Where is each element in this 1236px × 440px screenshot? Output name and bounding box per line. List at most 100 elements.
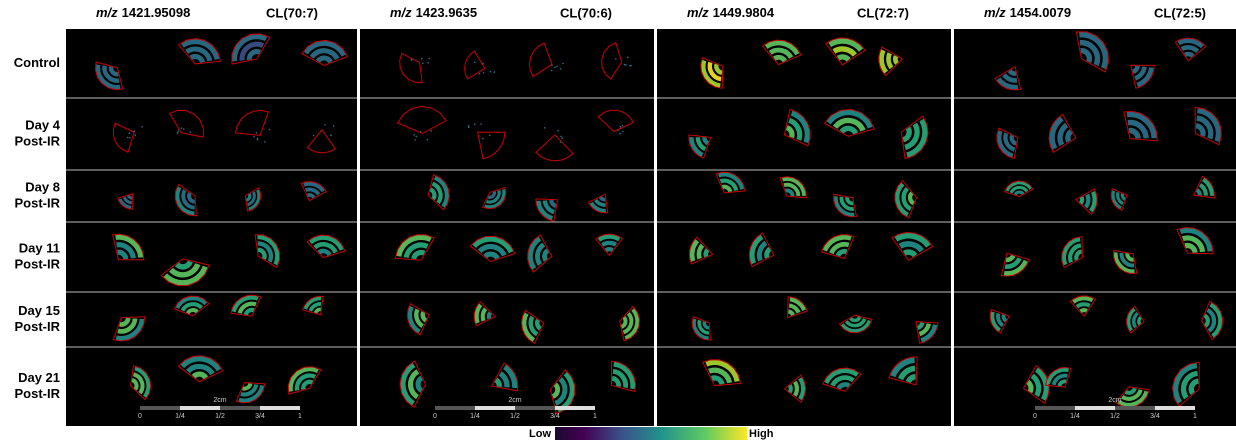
- tissue-speck: [557, 130, 559, 132]
- tissue-speck: [474, 62, 476, 64]
- tissue-signal: [602, 243, 616, 245]
- lipid-label: CL(70:7): [266, 5, 318, 20]
- tissue-speck: [190, 131, 192, 133]
- tissue-speck: [410, 59, 412, 61]
- row-label: Post-IR: [15, 195, 61, 210]
- tissue-speck: [129, 137, 131, 139]
- scale-tick: 1/4: [1070, 413, 1080, 420]
- scale-tick: 1/2: [215, 413, 225, 420]
- tissue-speck: [493, 71, 495, 73]
- tissue-speck: [482, 138, 484, 140]
- scale-segment: [140, 406, 180, 410]
- tissue-speck: [479, 73, 481, 75]
- column-header: m/z 1449.9804: [687, 5, 775, 20]
- scale-tick: 0: [138, 413, 142, 420]
- scale-tick: 1: [298, 413, 302, 420]
- row-label: Day 8: [25, 179, 60, 194]
- scale-tick: 1/4: [470, 413, 480, 420]
- tissue-speck: [615, 58, 617, 60]
- scale-tick: 3/4: [1150, 413, 1160, 420]
- row-label: Post-IR: [15, 386, 61, 401]
- row-label: Post-IR: [15, 319, 61, 334]
- panels: [66, 29, 1236, 426]
- scale-tick: 1/2: [510, 413, 520, 420]
- scale-tick: 1: [1193, 413, 1197, 420]
- tissue-speck: [560, 68, 562, 70]
- tissue-speck: [324, 124, 326, 126]
- tissue-speck: [556, 66, 558, 68]
- tissue-speck: [253, 136, 255, 138]
- scale-tick: 0: [1033, 413, 1037, 420]
- tissue-speck: [181, 127, 183, 129]
- mz-value: 1449.9804: [713, 5, 775, 20]
- scale-segment: [180, 406, 220, 410]
- scale-label: 2cm: [1108, 397, 1121, 404]
- tissue-speck: [183, 128, 185, 130]
- row-label: Day 4: [25, 117, 60, 132]
- tissue-speck: [551, 70, 553, 72]
- mz-prefix: m/z: [687, 5, 709, 20]
- column-header: m/z1454.0079: [984, 5, 1071, 20]
- scale-label: 2cm: [508, 397, 521, 404]
- tissue-speck: [622, 131, 624, 133]
- tissue-speck: [330, 135, 332, 137]
- mz-value: 1423.9635: [416, 5, 477, 20]
- tissue-speck: [554, 67, 556, 69]
- tissue-speck: [430, 130, 432, 132]
- tissue-speck: [474, 123, 476, 125]
- tissue-speck: [127, 137, 129, 139]
- tissue-speck: [129, 132, 131, 134]
- column-header: m/z 1421.95098: [96, 5, 190, 20]
- tissue-speck: [544, 127, 546, 129]
- scale-segment: [220, 406, 260, 410]
- scale-segment: [555, 406, 595, 410]
- tissue-signal: [1081, 310, 1087, 311]
- tissue-speck: [421, 58, 423, 60]
- scale-segment: [475, 406, 515, 410]
- scale-segment: [515, 406, 555, 410]
- tissue-speck: [620, 126, 622, 128]
- mz-prefix: m/z: [96, 5, 118, 20]
- tissue-speck: [333, 125, 335, 127]
- tissue-speck: [619, 133, 621, 135]
- tissue-speck: [427, 62, 429, 64]
- lipid-label: CL(72:7): [857, 5, 909, 20]
- tissue-signal: [606, 249, 613, 250]
- tissue-speck: [625, 64, 627, 66]
- tissue-speck: [483, 72, 485, 74]
- tissue-speck: [468, 125, 470, 127]
- tissue-speck: [489, 135, 491, 137]
- tissue-speck: [468, 127, 470, 129]
- mz-prefix: m/z: [390, 5, 412, 20]
- tissue-speck: [622, 125, 624, 127]
- row-label: Post-IR: [15, 256, 61, 271]
- row-label: Day 11: [19, 240, 60, 255]
- tissue-speck: [177, 131, 179, 133]
- lipid-label: CL(70:6): [560, 5, 612, 20]
- scale-tick: 1/2: [1110, 413, 1120, 420]
- tissue-signal: [895, 56, 897, 63]
- tissue-speck: [264, 141, 266, 143]
- tissue-speck: [177, 132, 179, 134]
- tissue-speck: [629, 65, 631, 67]
- scale-segment: [1035, 406, 1075, 410]
- tissue-signal: [1081, 197, 1082, 203]
- mz-value: 1421.95098: [122, 5, 191, 20]
- scale-tick: 1: [593, 413, 597, 420]
- colorbar-low: Low: [529, 428, 551, 440]
- row-label: Day 15: [18, 303, 60, 318]
- tissue-speck: [561, 137, 563, 139]
- tissue-speck: [428, 58, 430, 60]
- tissue-speck: [415, 136, 417, 138]
- mz-prefix: m/z: [984, 5, 1006, 20]
- tissue-speck: [624, 64, 626, 66]
- scale-segment: [1075, 406, 1115, 410]
- row-label: Day 21: [18, 370, 60, 385]
- tissue-speck: [562, 63, 564, 65]
- tissue-signal: [795, 382, 797, 396]
- tissue-signal: [790, 385, 791, 392]
- tissue-speck: [269, 129, 271, 131]
- scale-tick: 3/4: [255, 413, 265, 420]
- tissue-speck: [141, 126, 143, 128]
- tissue-speck: [422, 63, 424, 65]
